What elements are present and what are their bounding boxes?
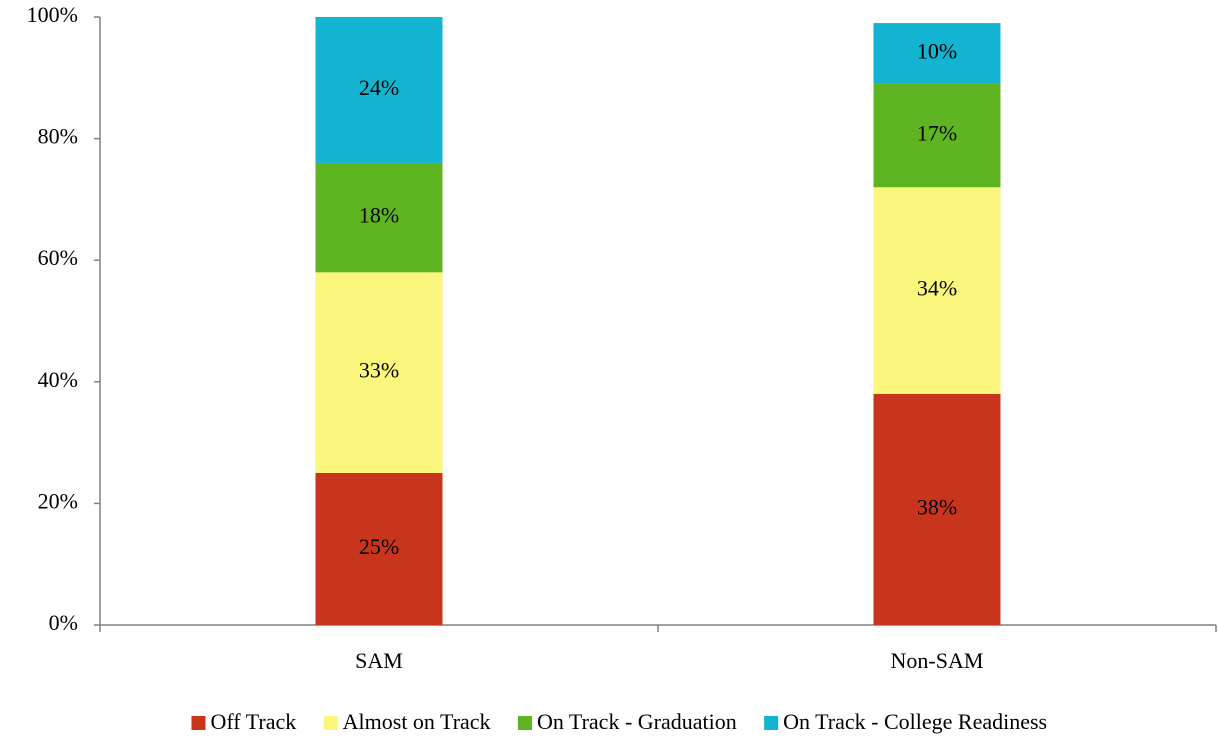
data-label: 33% — [359, 358, 399, 383]
bar-segment — [873, 187, 1001, 394]
y-tick-label: 20% — [38, 488, 78, 513]
legend-label: On Track - College Readiness — [783, 709, 1047, 734]
bar-segment — [873, 393, 1001, 625]
data-label: 24% — [359, 75, 399, 100]
data-label: 10% — [917, 39, 957, 64]
data-label: 18% — [359, 203, 399, 228]
y-tick-label: 80% — [38, 124, 78, 149]
legend-swatch — [517, 716, 532, 730]
bar-segment — [873, 83, 1001, 188]
data-label: 17% — [917, 121, 957, 146]
bar-segment — [315, 162, 443, 273]
legend-swatch — [764, 716, 779, 730]
data-label: 25% — [359, 534, 399, 559]
x-tick-label: Non-SAM — [891, 648, 984, 673]
y-tick-label: 40% — [38, 367, 78, 392]
data-label: 38% — [917, 495, 957, 520]
legend-swatch — [191, 716, 206, 730]
y-tick-label: 60% — [38, 245, 78, 270]
legend-label: Almost on Track — [343, 709, 491, 734]
bar-segment — [315, 272, 443, 473]
y-tick-label: 100% — [27, 2, 78, 27]
legend-label: On Track - Graduation — [537, 709, 737, 734]
data-label: 34% — [917, 276, 957, 301]
x-tick-label: SAM — [355, 648, 403, 673]
legend-label: Off Track — [210, 709, 296, 734]
legend-swatch — [323, 716, 338, 730]
y-tick-label: 0% — [49, 610, 78, 635]
bar-segment — [315, 473, 443, 625]
bar-segment — [315, 17, 443, 163]
bar-segment — [873, 23, 1001, 84]
